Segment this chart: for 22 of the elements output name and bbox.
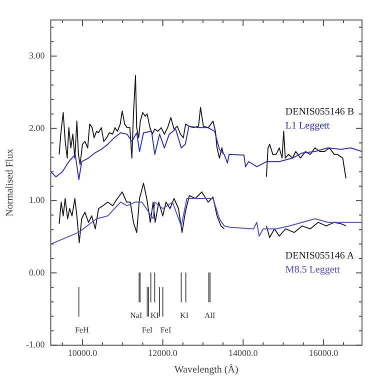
- annotation: FeI: [142, 325, 153, 334]
- annotation: KI: [150, 310, 160, 320]
- x-tick-label: 14000.0: [228, 348, 258, 358]
- series-label: DENIS055146 A: [285, 250, 355, 262]
- y-tick-label: -1.00: [26, 340, 46, 350]
- y-axis-title: Normalised Flux: [4, 148, 16, 216]
- x-axis-title: Wavelength (Å): [174, 364, 238, 376]
- y-tick-label: 1.00: [28, 195, 46, 206]
- y-tick-label: 2.00: [28, 122, 46, 133]
- annotation: FeH: [74, 325, 89, 334]
- y-tick-label: 0.00: [28, 267, 46, 278]
- series-label: DENIS055146 B: [285, 106, 354, 118]
- annotation: AlI: [204, 310, 216, 320]
- x-tick-label: 12000.0: [148, 348, 178, 358]
- y-tick-label: 3.00: [28, 50, 46, 60]
- annotation: FeI: [160, 325, 172, 334]
- series-label: L1 Leggett: [285, 120, 330, 132]
- text: M8.5 Leggett: [285, 264, 340, 276]
- annotation: NaI: [130, 310, 142, 320]
- x-tick-label: 10000.0: [68, 348, 98, 358]
- x-tick-label: 16000.0: [308, 348, 339, 358]
- annotation: KI: [180, 310, 189, 320]
